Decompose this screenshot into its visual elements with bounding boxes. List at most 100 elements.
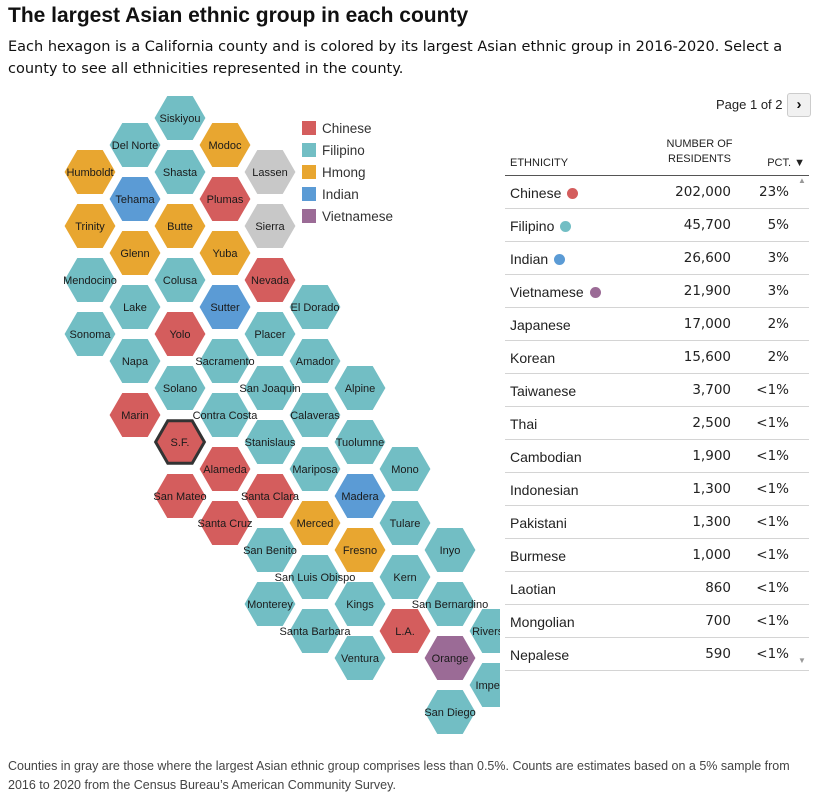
county-hex-shape[interactable] [198,176,252,222]
county-hex[interactable] [468,662,500,708]
county-hex-shape[interactable] [108,392,162,438]
county-hex-shape[interactable] [198,230,252,276]
county-hex-shape[interactable] [198,284,252,330]
county-hex[interactable] [243,365,297,411]
county-hex[interactable] [198,338,252,384]
county-hex-shape[interactable] [333,635,387,681]
county-hex-shape[interactable] [288,338,342,384]
county-hex-shape[interactable] [243,311,297,357]
scroll-up-arrow-icon[interactable]: ▲ [798,176,806,185]
county-hex-shape[interactable] [333,365,387,411]
county-hex-shape[interactable] [243,473,297,519]
county-hex-shape[interactable] [333,419,387,465]
county-hex[interactable] [333,473,387,519]
county-hex[interactable] [243,311,297,357]
county-hex[interactable] [243,473,297,519]
county-hex[interactable] [63,149,117,195]
county-hex[interactable] [423,635,477,681]
county-hex-shape[interactable] [288,500,342,546]
county-hex[interactable] [243,527,297,573]
county-hex[interactable] [198,176,252,222]
county-hex-shape[interactable] [378,608,432,654]
county-hex-shape[interactable] [153,257,207,303]
county-hex[interactable] [243,149,297,195]
county-hex[interactable] [108,392,162,438]
county-hex[interactable] [153,95,207,141]
county-hex[interactable] [198,284,252,330]
county-hex[interactable] [288,608,342,654]
county-hex-shape[interactable] [423,689,477,735]
county-hex-shape[interactable] [63,149,117,195]
county-hex-shape[interactable] [288,608,342,654]
county-hex[interactable] [153,365,207,411]
county-hex[interactable] [423,689,477,735]
county-hex-shape[interactable] [288,446,342,492]
county-hex[interactable] [288,392,342,438]
county-hex[interactable] [63,311,117,357]
county-hex-shape[interactable] [333,473,387,519]
county-hex-shape[interactable] [243,419,297,465]
county-hex[interactable] [153,473,207,519]
county-hex[interactable] [153,203,207,249]
county-hex-shape[interactable] [63,311,117,357]
county-hex-shape[interactable] [108,338,162,384]
county-hex[interactable] [243,419,297,465]
county-hex[interactable] [153,257,207,303]
county-hex[interactable] [378,446,432,492]
county-hex[interactable] [108,338,162,384]
county-hex[interactable] [288,284,342,330]
county-hex[interactable] [288,500,342,546]
column-header-pct-sort[interactable]: PCT. ▼ [767,157,805,169]
county-hex-shape[interactable] [243,527,297,573]
county-hex-shape[interactable] [288,392,342,438]
county-hex-shape[interactable] [288,284,342,330]
county-hex[interactable] [378,608,432,654]
county-hex[interactable] [378,500,432,546]
county-hex-shape[interactable] [108,122,162,168]
scroll-down-arrow-icon[interactable]: ▼ [798,656,806,665]
county-hex[interactable] [468,608,500,654]
county-hex[interactable] [198,500,252,546]
county-hex-shape[interactable] [198,392,252,438]
county-hex-shape[interactable] [243,581,297,627]
county-hex[interactable] [108,230,162,276]
county-hex[interactable] [63,203,117,249]
county-hex[interactable] [378,554,432,600]
county-hex[interactable] [288,554,342,600]
county-hex[interactable] [243,257,297,303]
county-hex-shape[interactable] [243,365,297,411]
county-hex-shape[interactable] [108,230,162,276]
county-hex-shape[interactable] [153,473,207,519]
county-hex-shape[interactable] [153,203,207,249]
county-hex-shape[interactable] [288,554,342,600]
county-hex[interactable] [333,635,387,681]
county-hex[interactable] [288,446,342,492]
county-hex[interactable] [108,176,162,222]
county-hex-shape[interactable] [198,500,252,546]
county-hex-shape[interactable] [333,527,387,573]
table-scrollbar[interactable]: ▲ ▼ [797,176,807,666]
county-hex[interactable] [108,284,162,330]
county-hex-shape[interactable] [198,338,252,384]
county-hex-shape[interactable] [153,311,207,357]
county-hex[interactable] [198,122,252,168]
county-hex[interactable] [198,392,252,438]
county-hex-shape[interactable] [63,203,117,249]
county-hex[interactable] [423,527,477,573]
county-hex-shape[interactable] [378,554,432,600]
county-hex[interactable] [153,311,207,357]
county-hex-shape[interactable] [198,446,252,492]
county-hex-shape[interactable] [108,176,162,222]
county-hex[interactable] [333,581,387,627]
county-hex[interactable] [243,581,297,627]
next-page-button[interactable]: › [787,93,811,117]
county-hex[interactable] [198,230,252,276]
county-hex[interactable] [243,203,297,249]
county-hex-shape[interactable] [468,608,500,654]
county-hex-shape[interactable] [63,257,117,303]
county-hex[interactable] [288,338,342,384]
county-hex-shape[interactable] [243,149,297,195]
county-hex-shape[interactable] [423,527,477,573]
county-hex-shape[interactable] [333,581,387,627]
county-hex[interactable] [333,527,387,573]
